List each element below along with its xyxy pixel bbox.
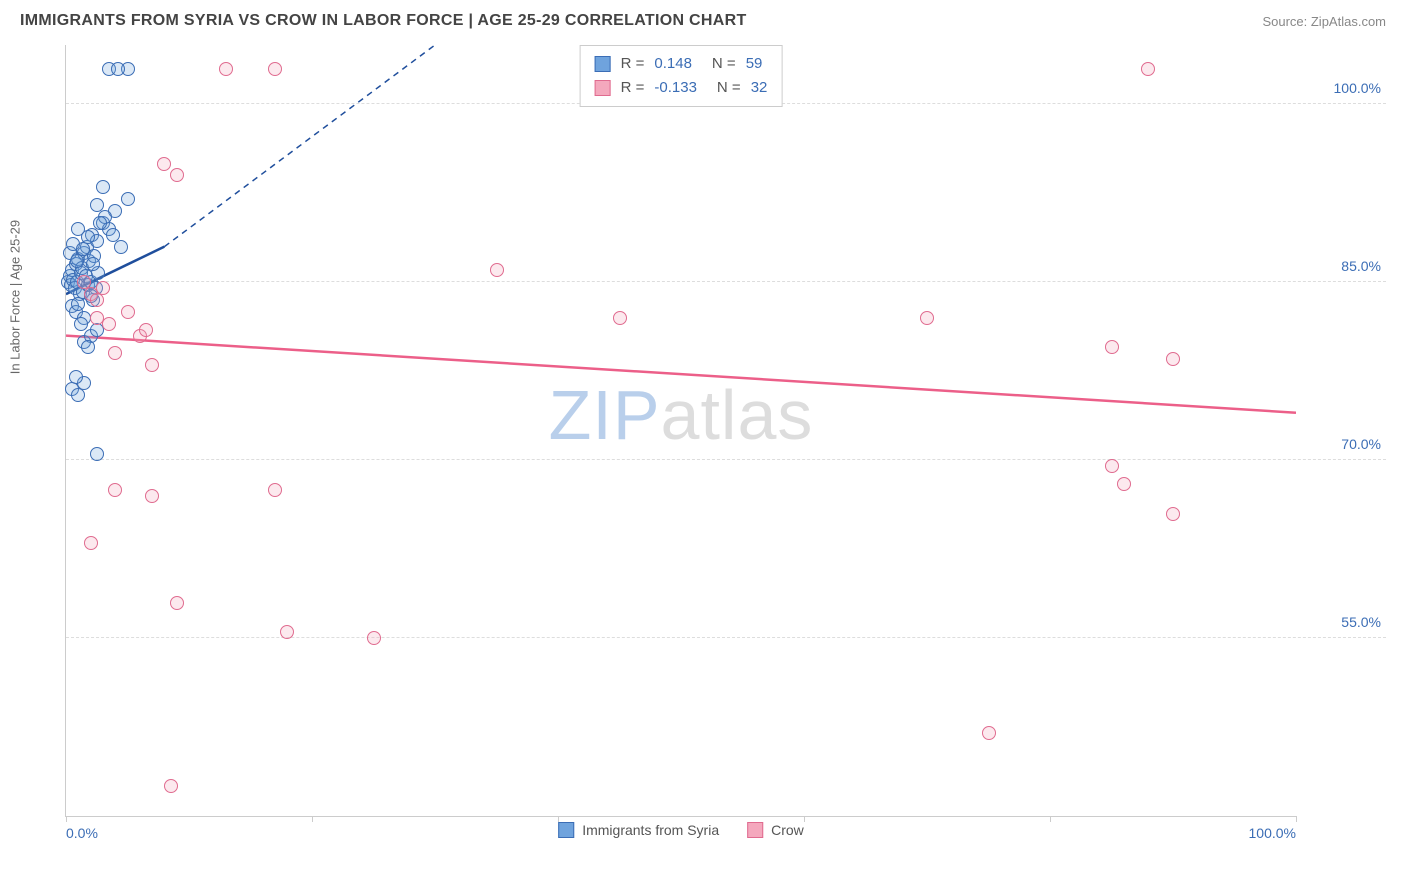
data-point xyxy=(108,346,122,360)
n-value-2: 32 xyxy=(751,76,768,100)
data-point xyxy=(1105,340,1119,354)
data-point xyxy=(93,216,107,230)
n-label-2: N = xyxy=(717,76,741,100)
data-point xyxy=(268,62,282,76)
series-legend: Immigrants from Syria Crow xyxy=(558,822,804,838)
data-point xyxy=(145,489,159,503)
data-point xyxy=(108,483,122,497)
data-point xyxy=(1117,477,1131,491)
data-point xyxy=(982,726,996,740)
data-point xyxy=(111,62,125,76)
data-point xyxy=(157,157,171,171)
watermark-atlas: atlas xyxy=(661,376,814,454)
data-point xyxy=(170,596,184,610)
y-axis-label: In Labor Force | Age 25-29 xyxy=(8,219,23,373)
source-label: Source: ZipAtlas.com xyxy=(1262,14,1386,29)
r-label-1: R = xyxy=(621,52,645,76)
data-point xyxy=(74,317,88,331)
data-point xyxy=(90,447,104,461)
data-point xyxy=(613,311,627,325)
r-value-1: 0.148 xyxy=(654,52,692,76)
data-point xyxy=(102,317,116,331)
x-tick-label: 0.0% xyxy=(66,825,98,841)
swatch-series1-b xyxy=(558,822,574,838)
x-tick xyxy=(66,816,67,822)
stats-row-series2: R = -0.133 N = 32 xyxy=(595,76,768,100)
data-point xyxy=(81,340,95,354)
legend-item-series2: Crow xyxy=(747,822,804,838)
stats-row-series1: R = 0.148 N = 59 xyxy=(595,52,768,76)
gridline-h xyxy=(66,637,1386,638)
swatch-series1 xyxy=(595,56,611,72)
data-point xyxy=(96,281,110,295)
data-point xyxy=(121,192,135,206)
y-tick-label: 85.0% xyxy=(1341,258,1381,274)
gridline-h xyxy=(66,459,1386,460)
data-point xyxy=(219,62,233,76)
n-value-1: 59 xyxy=(746,52,763,76)
data-point xyxy=(139,323,153,337)
n-label-1: N = xyxy=(712,52,736,76)
stats-legend: R = 0.148 N = 59 R = -0.133 N = 32 xyxy=(580,45,783,107)
legend-label-1: Immigrants from Syria xyxy=(582,822,719,838)
x-tick xyxy=(558,816,559,822)
data-point xyxy=(1166,352,1180,366)
data-point xyxy=(70,254,84,268)
data-point xyxy=(145,358,159,372)
x-tick xyxy=(1296,816,1297,822)
x-tick xyxy=(1050,816,1051,822)
swatch-series2-b xyxy=(747,822,763,838)
plot-area: ZIPatlas R = 0.148 N = 59 R = -0.133 N =… xyxy=(65,45,1296,817)
data-point xyxy=(1105,459,1119,473)
trend-lines xyxy=(66,45,1296,816)
x-tick xyxy=(804,816,805,822)
y-tick-label: 70.0% xyxy=(1341,436,1381,452)
r-value-2: -0.133 xyxy=(654,76,697,100)
data-point xyxy=(81,230,95,244)
r-label-2: R = xyxy=(621,76,645,100)
watermark: ZIPatlas xyxy=(549,375,814,455)
data-point xyxy=(114,240,128,254)
swatch-series2 xyxy=(595,80,611,96)
data-point xyxy=(90,198,104,212)
data-point xyxy=(920,311,934,325)
data-point xyxy=(1141,62,1155,76)
data-point xyxy=(86,257,100,271)
legend-item-series1: Immigrants from Syria xyxy=(558,822,719,838)
data-point xyxy=(96,180,110,194)
x-tick xyxy=(312,816,313,822)
gridline-h xyxy=(66,281,1386,282)
data-point xyxy=(268,483,282,497)
data-point xyxy=(490,263,504,277)
data-point xyxy=(69,370,83,384)
chart-container: In Labor Force | Age 25-29 ZIPatlas R = … xyxy=(20,45,1386,842)
y-tick-label: 100.0% xyxy=(1334,80,1381,96)
data-point xyxy=(106,228,120,242)
data-point xyxy=(121,305,135,319)
data-point xyxy=(164,779,178,793)
chart-title: IMMIGRANTS FROM SYRIA VS CROW IN LABOR F… xyxy=(20,12,747,30)
data-point xyxy=(280,625,294,639)
y-tick-label: 55.0% xyxy=(1341,614,1381,630)
data-point xyxy=(367,631,381,645)
watermark-zip: ZIP xyxy=(549,376,661,454)
data-point xyxy=(1166,507,1180,521)
data-point xyxy=(170,168,184,182)
x-tick-label: 100.0% xyxy=(1249,825,1296,841)
data-point xyxy=(84,536,98,550)
legend-label-2: Crow xyxy=(771,822,804,838)
